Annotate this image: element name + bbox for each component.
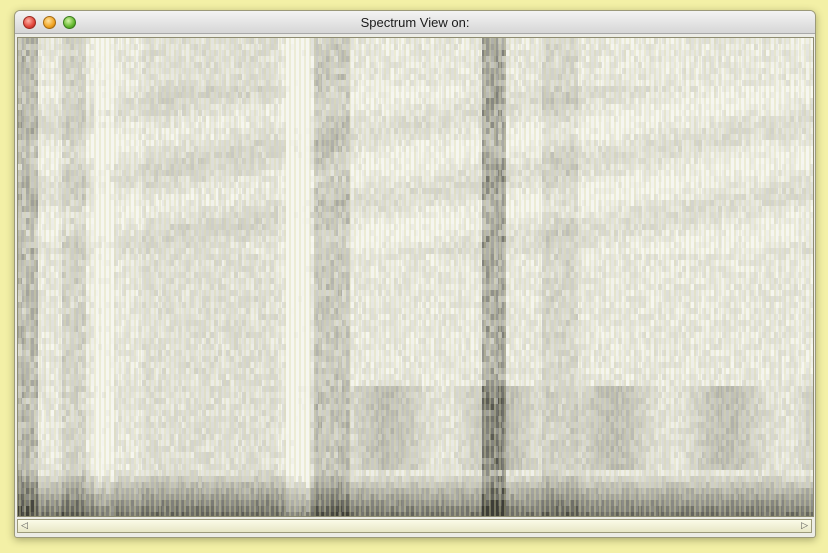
spectrogram-image: [18, 38, 813, 516]
spectrum-view[interactable]: [17, 37, 814, 517]
horizontal-scrollbar[interactable]: ◁ ▷: [17, 519, 812, 533]
close-icon[interactable]: [23, 16, 36, 29]
title-bar[interactable]: Spectrum View on:: [15, 11, 815, 34]
window-title: Spectrum View on:: [360, 15, 470, 30]
scroll-right-arrow-icon[interactable]: ▷: [801, 521, 808, 531]
zoom-icon[interactable]: [63, 16, 76, 29]
minimize-icon[interactable]: [43, 16, 56, 29]
scroll-left-arrow-icon[interactable]: ◁: [21, 521, 28, 531]
spectrum-window: Spectrum View on: ◁ ▷: [14, 10, 816, 538]
